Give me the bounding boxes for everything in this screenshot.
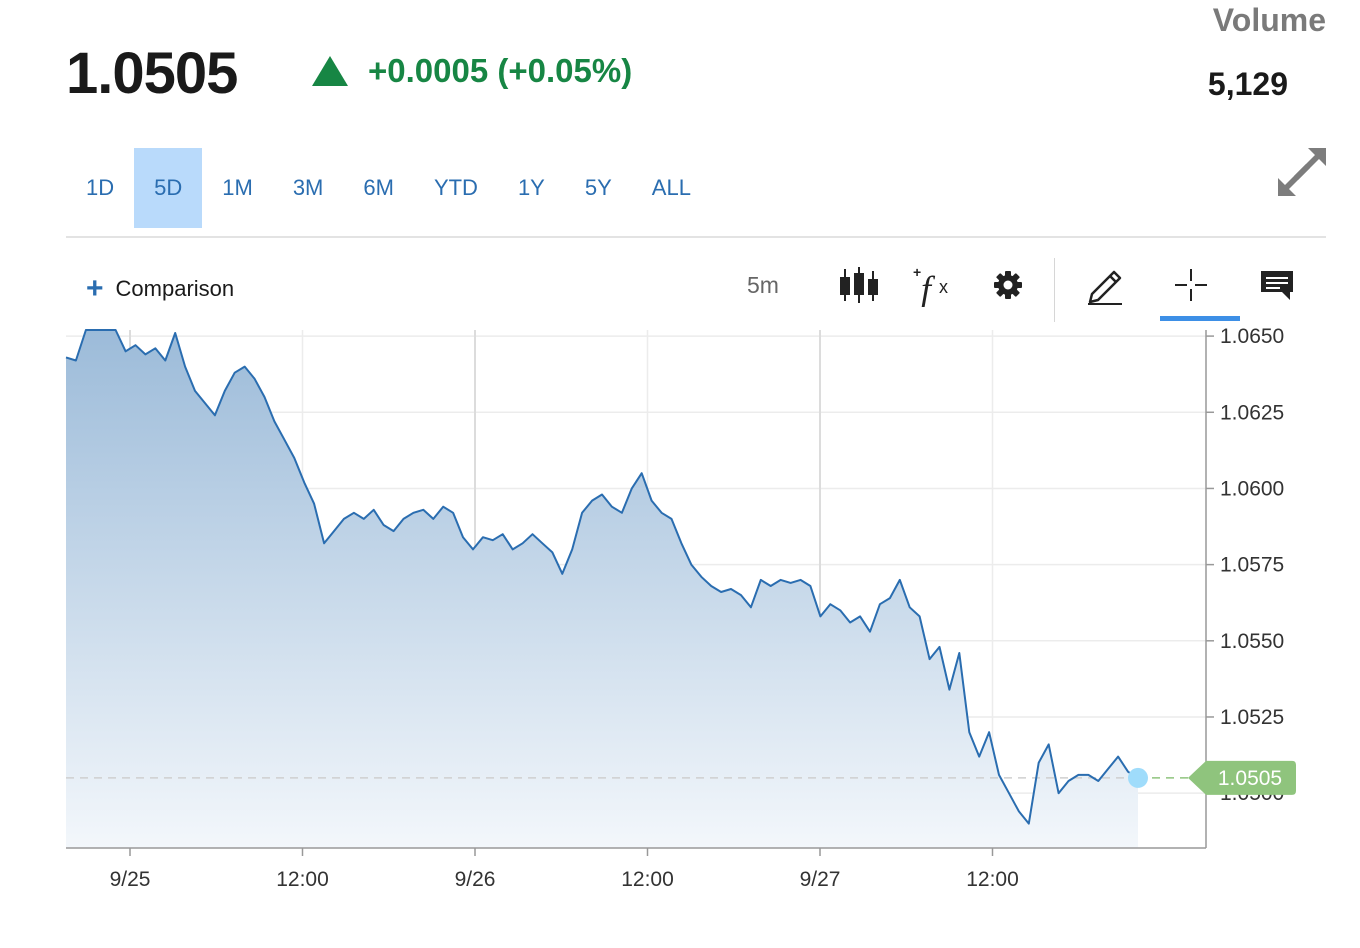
y-tick-label: 1.0575 [1220, 554, 1284, 577]
draw-button[interactable] [1082, 262, 1128, 308]
crosshair-icon [1175, 269, 1207, 301]
current-price-marker [1128, 767, 1148, 788]
gear-icon [994, 271, 1022, 299]
price-change-text: +0.0005 (+0.05%) [368, 52, 633, 89]
range-ytd[interactable]: YTD [433, 175, 478, 200]
y-tick-label: 1.0650 [1220, 325, 1284, 348]
range-1d[interactable]: 1D [86, 175, 115, 200]
svg-text:x: x [939, 277, 948, 297]
last-price: 1.0505 [66, 41, 238, 106]
comment-icon [1261, 271, 1293, 300]
x-tick-label: 12:00 [276, 868, 329, 891]
y-tick-label: 1.0525 [1220, 706, 1284, 729]
volume-value: 5,129 [1207, 66, 1288, 102]
comments-button[interactable] [1256, 262, 1298, 308]
x-tick-label: 9/27 [800, 868, 841, 891]
fx-indicator-icon: + f x [913, 264, 948, 307]
current-price-badge [1188, 760, 1296, 795]
up-arrow-icon [312, 56, 348, 86]
price-area [66, 330, 1138, 848]
x-tick-label: 9/26 [455, 868, 496, 891]
expand-icon[interactable] [1276, 146, 1328, 198]
y-tick-label: 1.0600 [1220, 477, 1284, 500]
range-all[interactable]: ALL [651, 175, 691, 200]
settings-button[interactable] [988, 262, 1028, 308]
indicators-button[interactable]: + f x [910, 262, 956, 308]
candlestick-icon [840, 267, 878, 303]
svg-text:+: + [913, 264, 921, 280]
range-1m[interactable]: 1M [222, 175, 253, 200]
toolbar-separator [1054, 258, 1055, 322]
x-tick-label: 12:00 [621, 868, 674, 891]
price-line [65, 329, 1139, 825]
pencil-icon [1088, 270, 1122, 305]
plus-icon: + [86, 272, 104, 305]
comparison-button[interactable]: + Comparison [86, 272, 235, 305]
crosshair-active-indicator [1160, 316, 1240, 321]
range-3m[interactable]: 3M [292, 175, 324, 200]
crosshair-button[interactable] [1170, 262, 1212, 308]
price-change: +0.0005 (+0.05%) [312, 52, 632, 90]
x-tick-label: 9/25 [110, 868, 151, 891]
range-6m[interactable]: 6M [363, 175, 394, 200]
range-5d[interactable]: 5D [134, 148, 203, 228]
range-1y[interactable]: 1Y [517, 175, 545, 200]
comparison-label: Comparison [115, 276, 235, 301]
range-5y[interactable]: 5Y [584, 175, 612, 200]
interval-selector[interactable]: 5m [747, 271, 779, 298]
chart-type-button[interactable] [836, 262, 882, 308]
y-tick-label: 1.0625 [1220, 401, 1284, 424]
y-tick-label: 1.0550 [1220, 630, 1284, 653]
current-price-badge-label: 1.0505 [1218, 767, 1282, 790]
volume-label: Volume [1212, 2, 1326, 38]
header-divider [66, 236, 1326, 238]
x-tick-label: 12:00 [966, 868, 1019, 891]
range-selector: 1D 5D 1M 3M 6M YTD 1Y 5Y ALL [66, 148, 711, 228]
